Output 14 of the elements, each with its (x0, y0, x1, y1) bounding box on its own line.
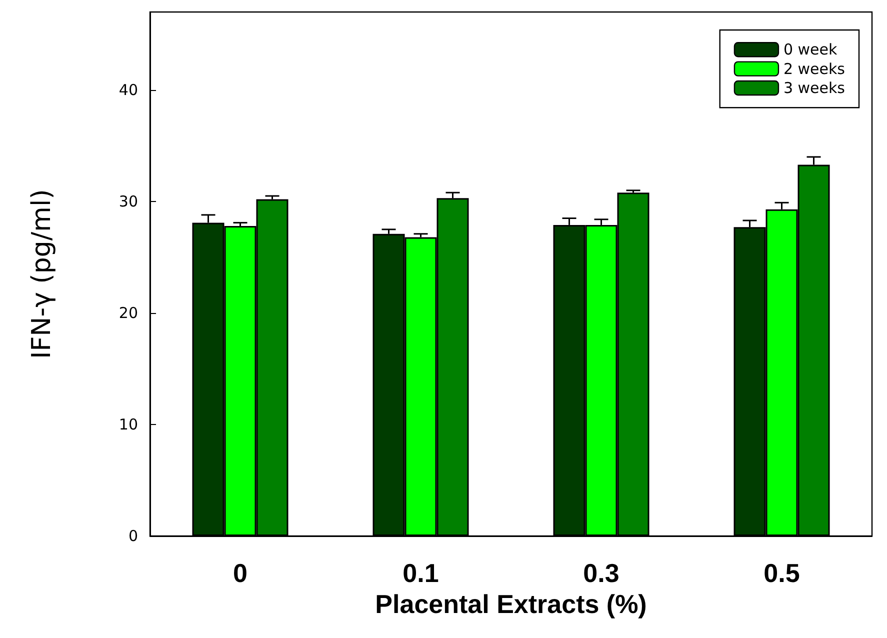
legend-label: 2 weeks (783, 60, 846, 78)
x-tick-label: 0.1 (402, 558, 439, 588)
y-tick-label: 20 (118, 304, 138, 322)
legend-label: 3 weeks (783, 79, 846, 97)
x-tick-label: 0.3 (583, 558, 620, 588)
legend-label: 0 week (783, 40, 838, 59)
y-tick-label: 30 (118, 192, 138, 211)
y-axis-title: IFN-γ (pg/ml) (27, 189, 57, 359)
x-tick-label: 0.5 (764, 558, 800, 588)
y-tick-label: 0 (128, 527, 138, 545)
y-tick-label: 40 (118, 81, 138, 100)
y-tick-label: 10 (118, 416, 138, 434)
x-tick-label: 0 (233, 558, 248, 588)
x-axis-title: Placental Extracts (%) (375, 588, 647, 619)
